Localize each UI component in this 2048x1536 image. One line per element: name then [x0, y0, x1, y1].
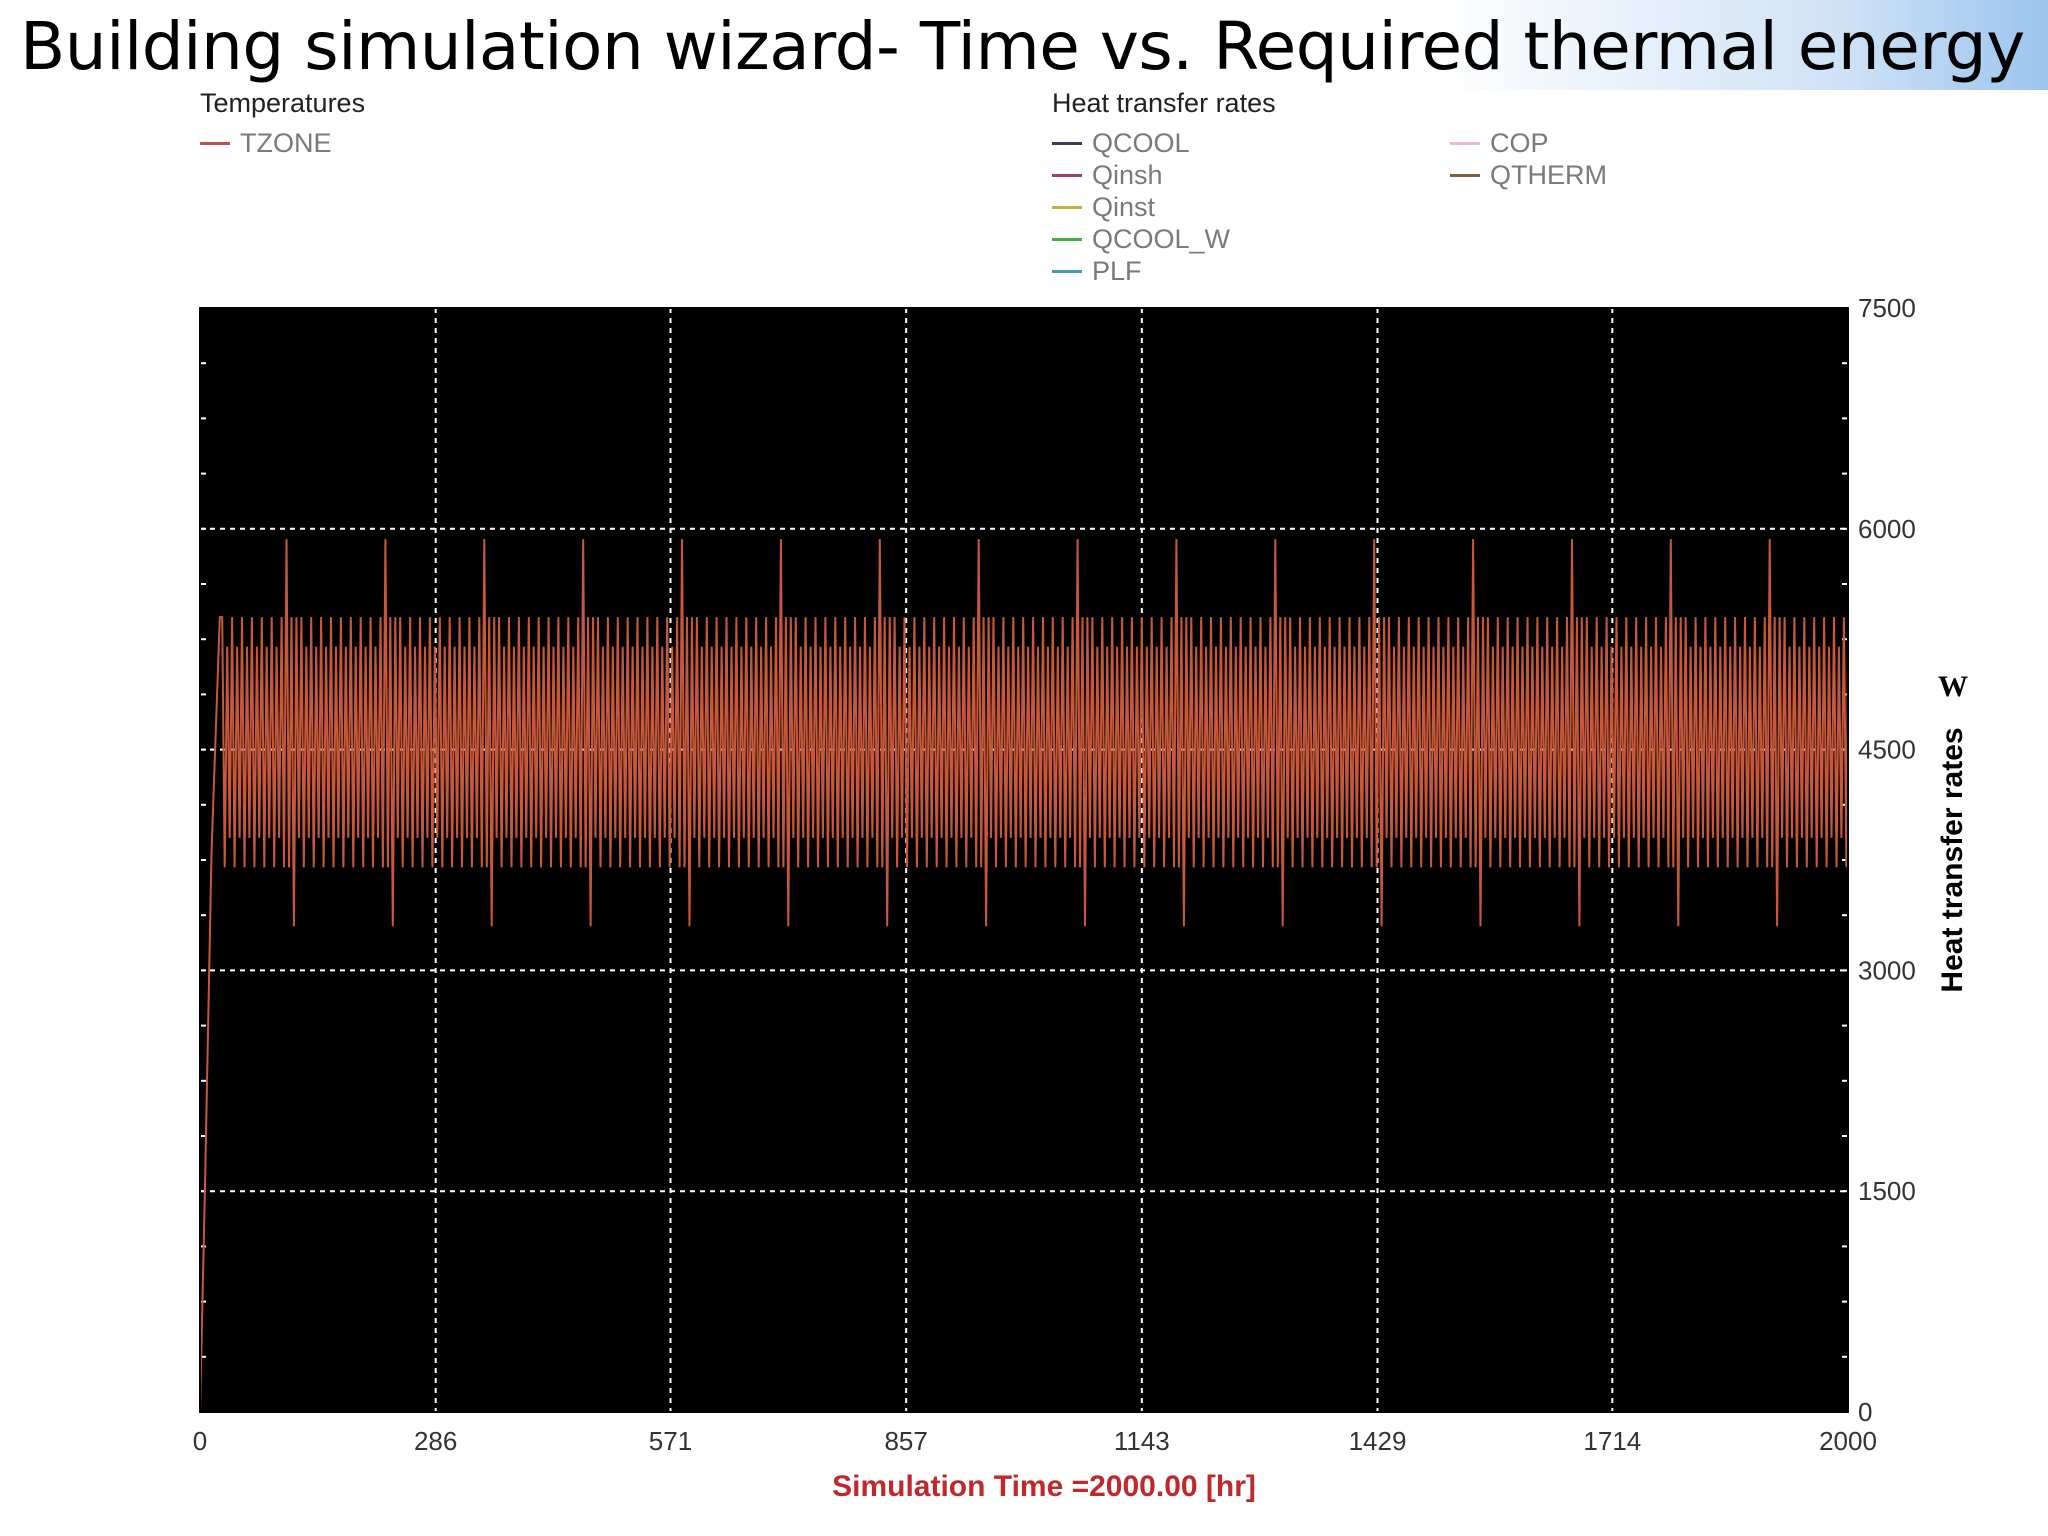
title-bar: Building simulation wizard- Time vs. Req… [0, 0, 2048, 90]
legend-heading-temperatures: Temperatures [200, 88, 366, 118]
x-tick-label: 1714 [1583, 1426, 1641, 1456]
page-title: Building simulation wizard- Time vs. Req… [20, 8, 2025, 85]
legend-heading-heat: Heat transfer rates [1052, 88, 1276, 118]
x-tick-label: 286 [414, 1426, 457, 1456]
y-tick-label: 4500 [1858, 735, 1916, 765]
x-axis-label: Simulation Time =2000.00 [hr] [832, 1470, 1256, 1503]
y-tick-label: 7500 [1858, 293, 1916, 323]
series-line-qtherm [199, 539, 1849, 1413]
legend-swatch-qcool [1052, 142, 1082, 145]
legend-item-qcool: QCOOL [1052, 128, 1190, 159]
x-tick-label: 2000 [1819, 1426, 1877, 1456]
legend-label-tzone: TZONE [240, 128, 332, 158]
legend-label-cop: COP [1490, 128, 1549, 158]
x-tick-label: 857 [884, 1426, 927, 1456]
y-axis-label: Heat transfer rates [1936, 727, 1969, 992]
y-tick-label: 6000 [1858, 514, 1916, 544]
y-axis-unit: W [1938, 670, 1968, 703]
legend-item-qtherm: QTHERM [1450, 160, 1607, 191]
legend-swatch-qinst [1052, 206, 1082, 209]
legend-swatch-plf [1052, 270, 1082, 273]
legend-label-qinst: Qinst [1092, 192, 1156, 222]
x-tick-label: 571 [649, 1426, 692, 1456]
legend-item-qinsh: Qinsh [1052, 160, 1163, 191]
y-tick-label: 1500 [1858, 1176, 1916, 1206]
x-tick-label: 1143 [1114, 1426, 1170, 1456]
legend-label-qtherm: QTHERM [1490, 160, 1607, 190]
legend-swatch-qinsh [1052, 174, 1082, 177]
x-tick-label: 0 [193, 1426, 207, 1456]
legend-swatch-cop [1450, 142, 1480, 145]
legend-swatch-qtherm [1450, 174, 1480, 177]
legend-label-qcool-w: QCOOL_W [1092, 224, 1231, 254]
x-tick-label: 1429 [1349, 1426, 1407, 1456]
legend-item-qinst: Qinst [1052, 192, 1155, 223]
legend-swatch-qcool-w [1052, 238, 1082, 241]
y-tick-label: 0 [1858, 1397, 1872, 1427]
legend-item-tzone: TZONE [200, 128, 332, 159]
legend-item-qcool-w: QCOOL_W [1052, 224, 1230, 255]
legend-item-plf: PLF [1052, 256, 1142, 287]
legend-swatch-tzone [200, 142, 230, 145]
y-tick-label: 3000 [1858, 955, 1916, 985]
legend-item-cop: COP [1450, 128, 1549, 159]
plot-background [200, 308, 1848, 1412]
plot-border [199, 307, 1849, 1413]
legend-label-plf: PLF [1092, 256, 1142, 286]
legend-label-qinsh: Qinsh [1092, 160, 1163, 190]
legend-label-qcool: QCOOL [1092, 128, 1190, 158]
